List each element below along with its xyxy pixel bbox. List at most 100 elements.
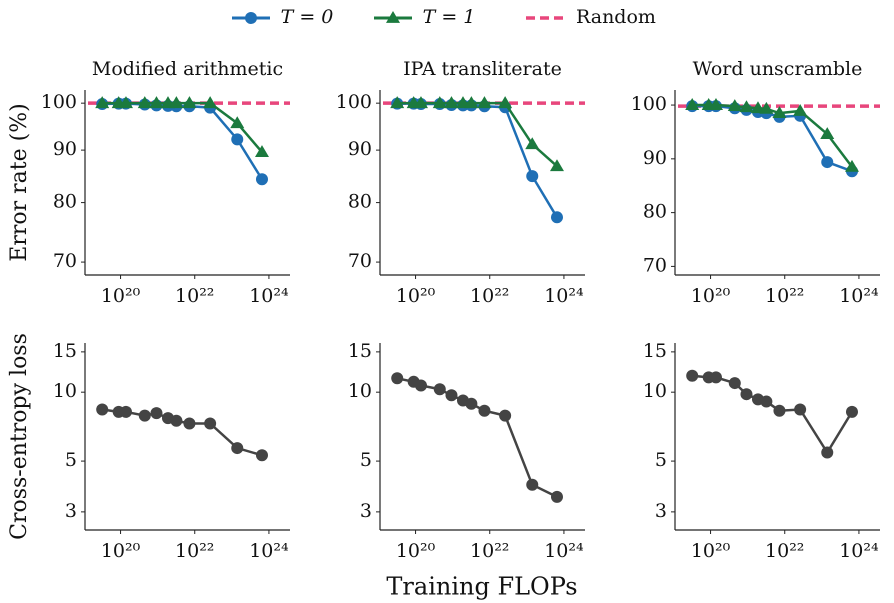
panel-title: Modified arithmetic [92, 58, 283, 80]
y-axis-label: Error rate (%) [7, 103, 32, 261]
marker [413, 96, 428, 109]
marker [549, 159, 564, 172]
marker [465, 397, 478, 410]
y-tick-label: 80 [643, 201, 667, 223]
marker [773, 404, 786, 417]
y-tick-label: 100 [336, 91, 372, 113]
marker [685, 98, 700, 110]
x-tick-label: 10²⁴ [249, 285, 289, 307]
marker [230, 116, 245, 129]
marker [254, 145, 269, 157]
x-tick-label: 10²⁰ [101, 285, 141, 307]
y-tick-label: 80 [348, 191, 372, 213]
marker [414, 379, 427, 392]
legend-label: T = 0 [281, 6, 334, 28]
x-tick-label: 10²⁰ [396, 285, 436, 307]
y-tick-label: 90 [348, 138, 372, 160]
marker [709, 371, 722, 384]
marker [245, 12, 257, 24]
series-line [692, 374, 854, 455]
y-tick-label: 10 [643, 380, 667, 402]
marker [740, 388, 753, 401]
marker [464, 96, 479, 109]
marker [390, 96, 405, 109]
marker [478, 404, 491, 417]
y-tick-label: 15 [348, 340, 372, 362]
marker [96, 403, 109, 416]
y-tick-label: 10 [53, 380, 77, 402]
marker [231, 442, 244, 455]
y-tick-label: 90 [643, 147, 667, 169]
y-tick-label: 15 [643, 340, 667, 362]
marker [844, 159, 859, 172]
marker [255, 449, 268, 462]
marker [170, 414, 183, 427]
y-tick-label: 5 [655, 449, 667, 471]
x-tick-label: 10²⁴ [249, 540, 289, 562]
x-axis-label: Training FLOPs [386, 573, 577, 601]
marker [203, 96, 218, 109]
marker [149, 96, 164, 109]
marker [727, 99, 742, 112]
marker [183, 417, 196, 430]
y-tick-label: 3 [360, 500, 372, 522]
legend-label: Random [576, 6, 656, 28]
y-tick-label: 70 [643, 254, 667, 276]
x-tick-label: 10²⁴ [839, 540, 879, 562]
marker [182, 96, 197, 109]
marker [445, 389, 458, 402]
marker [820, 127, 835, 139]
marker [169, 96, 184, 109]
x-tick-label: 10²⁰ [691, 540, 731, 562]
marker [119, 405, 132, 418]
marker [759, 101, 774, 114]
marker [526, 478, 539, 491]
marker [231, 133, 244, 146]
marker [525, 137, 540, 150]
marker [821, 156, 834, 169]
marker [433, 383, 446, 396]
x-tick-label: 10²² [470, 285, 509, 307]
x-tick-label: 10²⁴ [544, 540, 584, 562]
y-tick-label: 80 [53, 191, 77, 213]
marker [793, 103, 808, 116]
y-tick-label: 3 [655, 500, 667, 522]
marker [728, 377, 741, 390]
marker [95, 96, 110, 109]
x-tick-label: 10²² [765, 540, 804, 562]
x-tick-label: 10²² [765, 285, 804, 307]
y-tick-label: 100 [41, 91, 77, 113]
x-tick-label: 10²⁰ [396, 540, 436, 562]
y-axis-label: Cross-entropy loss [7, 333, 32, 540]
marker [444, 96, 459, 109]
marker [391, 372, 404, 385]
marker [739, 100, 754, 113]
marker [526, 170, 539, 183]
y-tick-label: 5 [360, 449, 372, 471]
marker [499, 409, 512, 422]
y-tick-label: 70 [53, 250, 77, 272]
y-tick-label: 100 [631, 93, 667, 115]
panel-title: IPA transliterate [403, 58, 562, 80]
x-tick-label: 10²⁰ [691, 285, 731, 307]
x-tick-label: 10²⁰ [101, 540, 141, 562]
x-tick-label: 10²² [175, 285, 214, 307]
marker [708, 98, 723, 110]
marker [386, 11, 400, 23]
marker [204, 417, 217, 430]
series-line [397, 101, 558, 168]
x-tick-label: 10²² [175, 540, 214, 562]
y-tick-label: 70 [348, 250, 372, 272]
series-line [397, 102, 559, 218]
x-tick-label: 10²² [470, 540, 509, 562]
x-tick-label: 10²⁴ [544, 285, 584, 307]
marker [794, 403, 807, 416]
marker [550, 490, 563, 503]
y-tick-label: 90 [53, 138, 77, 160]
marker [772, 106, 787, 119]
y-tick-label: 15 [53, 340, 77, 362]
marker [845, 405, 858, 418]
marker [550, 211, 563, 224]
marker [255, 173, 268, 186]
